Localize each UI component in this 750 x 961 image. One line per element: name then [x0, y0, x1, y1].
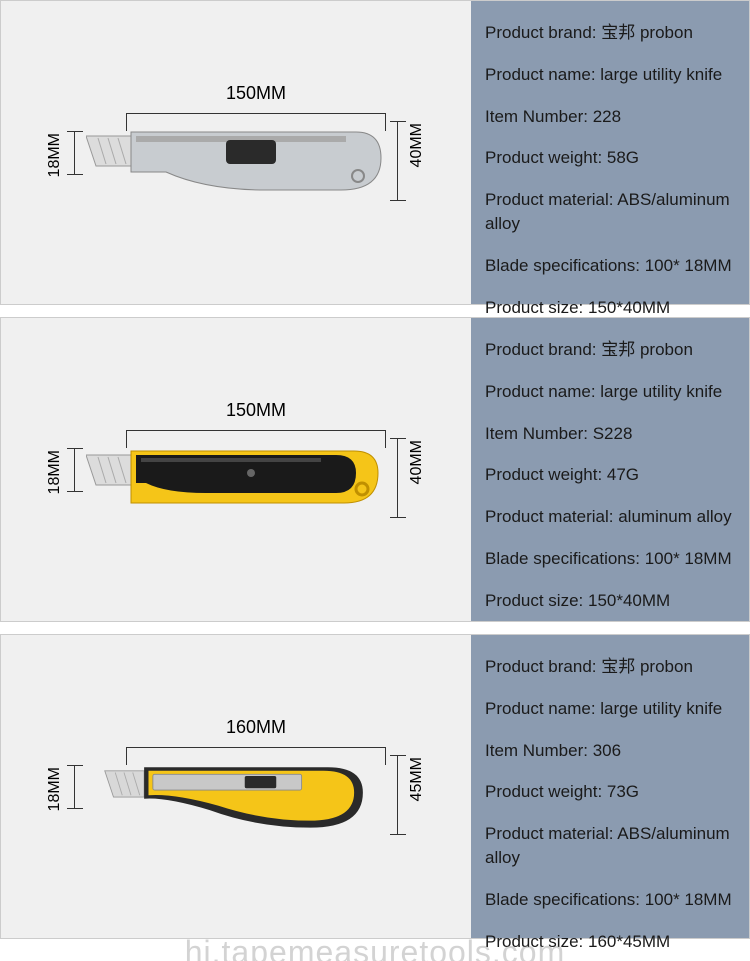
spec-brand: Product brand: 宝邦 probon	[485, 655, 735, 679]
dimension-blade-width: 18MM	[46, 450, 64, 494]
spec-material: Product material: aluminum alloy	[485, 505, 735, 529]
spec-size: Product size: 150*40MM	[485, 589, 735, 613]
product-diagram: 160MM 18MM 45MM	[1, 635, 471, 938]
knife-illustration	[86, 128, 386, 198]
product-specs: Product brand: 宝邦 probon Product name: l…	[471, 635, 749, 938]
spec-blade: Blade specifications: 100* 18MM	[485, 254, 735, 278]
dimension-height: 40MM	[408, 440, 426, 484]
spec-brand: Product brand: 宝邦 probon	[485, 338, 735, 362]
spec-weight: Product weight: 47G	[485, 463, 735, 487]
spec-material: Product material: ABS/aluminum alloy	[485, 822, 735, 870]
dimension-length: 150MM	[126, 83, 386, 104]
spec-blade: Blade specifications: 100* 18MM	[485, 547, 735, 571]
spec-size: Product size: 150*40MM	[485, 296, 735, 320]
knife-illustration	[86, 762, 386, 832]
product-row: 150MM 18MM 40MM Product brand: 宝邦 probon…	[0, 0, 750, 305]
spec-size: Product size: 160*45MM	[485, 930, 735, 954]
spec-item-number: Item Number: S228	[485, 422, 735, 446]
product-diagram: 150MM 18MM 40MM	[1, 318, 471, 621]
spec-weight: Product weight: 73G	[485, 780, 735, 804]
dimension-blade-width: 18MM	[46, 133, 64, 177]
spec-name: Product name: large utility knife	[485, 697, 735, 721]
dimension-height: 40MM	[408, 123, 426, 167]
spec-name: Product name: large utility knife	[485, 380, 735, 404]
product-specs: Product brand: 宝邦 probon Product name: l…	[471, 318, 749, 621]
spec-blade: Blade specifications: 100* 18MM	[485, 888, 735, 912]
product-row: 150MM 18MM 40MM Product brand: 宝邦 probon…	[0, 317, 750, 622]
spec-brand: Product brand: 宝邦 probon	[485, 21, 735, 45]
knife-illustration	[86, 445, 386, 515]
dimension-height: 45MM	[408, 757, 426, 801]
product-row: 160MM 18MM 45MM Product brand: 宝邦 probon…	[0, 634, 750, 939]
product-diagram: 150MM 18MM 40MM	[1, 1, 471, 304]
spec-weight: Product weight: 58G	[485, 146, 735, 170]
product-list: 150MM 18MM 40MM Product brand: 宝邦 probon…	[0, 0, 750, 939]
spec-item-number: Item Number: 306	[485, 739, 735, 763]
spec-item-number: Item Number: 228	[485, 105, 735, 129]
dimension-blade-width: 18MM	[46, 767, 64, 811]
product-specs: Product brand: 宝邦 probon Product name: l…	[471, 1, 749, 304]
spec-name: Product name: large utility knife	[485, 63, 735, 87]
dimension-length: 150MM	[126, 400, 386, 421]
spec-material: Product material: ABS/aluminum alloy	[485, 188, 735, 236]
dimension-length: 160MM	[126, 717, 386, 738]
